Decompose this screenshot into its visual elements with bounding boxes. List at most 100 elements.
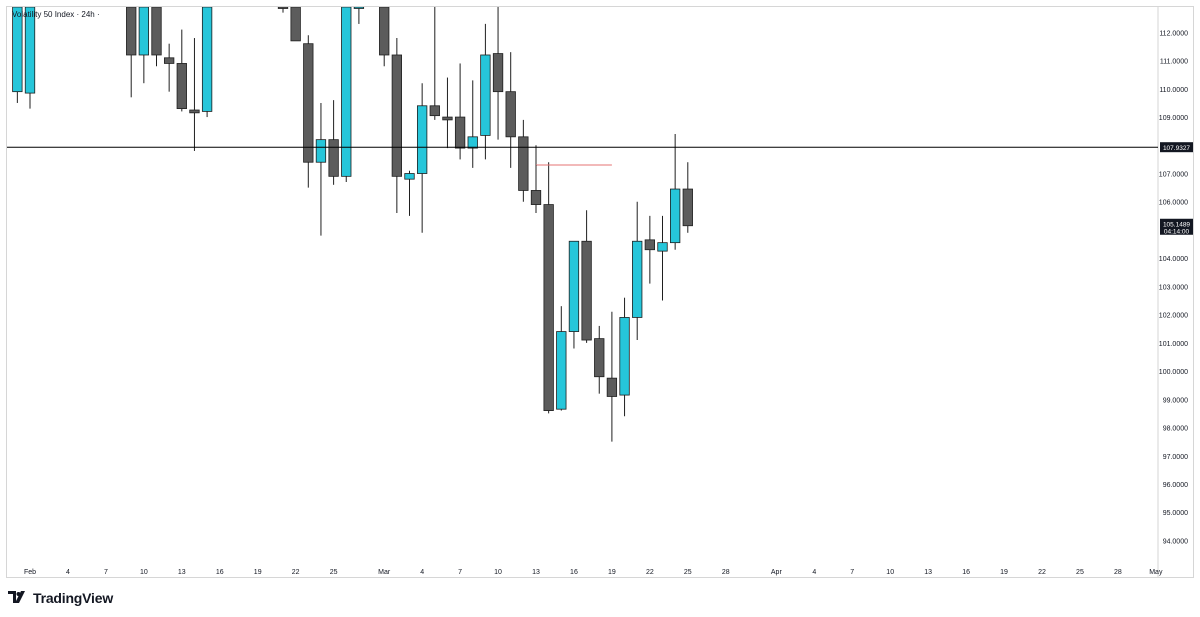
candle-down[interactable] (277, 7, 289, 9)
horizontal-level-label: 107.9327 (1163, 145, 1190, 152)
x-tick-label: 7 (850, 569, 854, 576)
candle-down[interactable] (505, 91, 516, 138)
x-tick-label: 10 (140, 569, 148, 576)
candle-down[interactable] (442, 116, 453, 121)
x-tick-label: 28 (1114, 569, 1122, 576)
x-tick-label: 4 (812, 569, 816, 576)
y-tick-label: 102.0000 (1159, 313, 1188, 320)
x-tick-label: 25 (1076, 569, 1084, 576)
x-tick-label: 22 (1038, 569, 1046, 576)
candle-up[interactable] (341, 7, 352, 177)
y-tick-label: 98.0000 (1163, 426, 1188, 433)
x-tick-label: 22 (646, 569, 654, 576)
candle-down[interactable] (163, 57, 175, 64)
countdown-label: 04:14:00 (1164, 228, 1190, 235)
x-tick-label: 16 (216, 569, 224, 576)
x-tick-label: Feb (24, 569, 36, 576)
y-tick-label: 107.0000 (1159, 172, 1188, 179)
brand-name: TradingView (33, 590, 114, 606)
x-tick-label: 7 (458, 569, 462, 576)
horizontal-level-label-bg (1160, 142, 1193, 153)
y-tick-label: 110.0000 (1159, 87, 1188, 94)
y-tick-label: 97.0000 (1163, 454, 1188, 461)
y-tick-label: 106.0000 (1159, 200, 1188, 207)
candle-up[interactable] (416, 105, 428, 174)
y-tick-label: 95.0000 (1163, 510, 1188, 517)
y-tick-label: 94.0000 (1163, 538, 1188, 545)
candle-up[interactable] (467, 136, 478, 149)
y-tick-label: 103.0000 (1159, 284, 1188, 291)
chart-title: Volatility 50 Index · 24h · (12, 10, 100, 19)
current-price-label: 105.1489 (1163, 221, 1190, 228)
brand: TradingView (8, 590, 113, 606)
x-tick-label: 13 (532, 569, 540, 576)
candle-down[interactable] (530, 190, 542, 205)
candle-down[interactable] (682, 188, 693, 227)
candle-down[interactable] (581, 240, 592, 341)
candle-down[interactable] (391, 54, 403, 177)
x-tick-label: 19 (608, 569, 616, 576)
candle-up[interactable] (619, 317, 630, 396)
x-tick-label: 19 (1000, 569, 1008, 576)
candle-up[interactable] (12, 7, 23, 93)
candle-down[interactable] (644, 239, 655, 251)
candle-down[interactable] (303, 43, 314, 163)
x-tick-label: May (1149, 569, 1163, 576)
x-tick-label: 10 (886, 569, 894, 576)
candle-down[interactable] (290, 7, 301, 42)
candle-up[interactable] (657, 242, 668, 252)
x-tick-label: 7 (104, 569, 108, 576)
y-tick-label: 96.0000 (1163, 482, 1188, 489)
candle-up[interactable] (404, 173, 415, 180)
x-tick-label: Mar (378, 569, 391, 576)
candle-up[interactable] (315, 139, 327, 163)
candle-down[interactable] (606, 377, 618, 397)
x-tick-label: 4 (66, 569, 70, 576)
candle-down[interactable] (492, 53, 504, 93)
candle-down[interactable] (328, 139, 339, 177)
tradingview-logo-icon (8, 591, 25, 603)
y-tick-label: 111.0000 (1160, 59, 1188, 66)
candle-down[interactable] (176, 63, 187, 110)
x-tick-label: 22 (292, 569, 300, 576)
x-tick-label: 13 (924, 569, 932, 576)
x-tick-label: 13 (178, 569, 186, 576)
candle-down[interactable] (543, 204, 554, 411)
current-price-label-bg (1160, 218, 1193, 235)
x-tick-label: 10 (494, 569, 502, 576)
x-tick-label: 16 (570, 569, 578, 576)
candle-up[interactable] (353, 7, 365, 9)
y-tick-label: 104.0000 (1159, 256, 1188, 263)
candle-down[interactable] (454, 116, 466, 149)
x-tick-label: Apr (771, 569, 783, 576)
candle-down[interactable] (189, 109, 200, 114)
y-tick-label: 99.0000 (1163, 397, 1188, 404)
candle-up[interactable] (632, 240, 643, 318)
candle-up[interactable] (138, 7, 150, 56)
candle-down[interactable] (594, 338, 605, 378)
candle-down[interactable] (518, 136, 529, 191)
plot-area[interactable] (12, 7, 693, 442)
candle-up[interactable] (556, 331, 567, 410)
x-tick-label: 16 (962, 569, 970, 576)
chart-area[interactable] (6, 6, 1194, 578)
x-tick-label: 25 (684, 569, 692, 576)
candle-down[interactable] (151, 7, 162, 56)
candle-down[interactable] (429, 105, 440, 117)
candle-down[interactable] (379, 7, 390, 56)
candle-down[interactable] (126, 7, 137, 56)
y-tick-label: 112.0000 (1159, 30, 1188, 37)
candle-up[interactable] (24, 7, 36, 94)
candle-up[interactable] (568, 240, 580, 332)
candle-up[interactable] (201, 7, 213, 112)
y-tick-label: 101.0000 (1159, 341, 1188, 348)
x-tick-label: 28 (722, 569, 730, 576)
y-tick-label: 109.0000 (1159, 115, 1188, 122)
y-tick-label: 100.0000 (1159, 369, 1188, 376)
x-tick-label: 25 (330, 569, 338, 576)
candle-up[interactable] (480, 54, 491, 136)
candle-up[interactable] (670, 188, 681, 244)
x-tick-label: 4 (420, 569, 424, 576)
x-tick-label: 19 (254, 569, 262, 576)
